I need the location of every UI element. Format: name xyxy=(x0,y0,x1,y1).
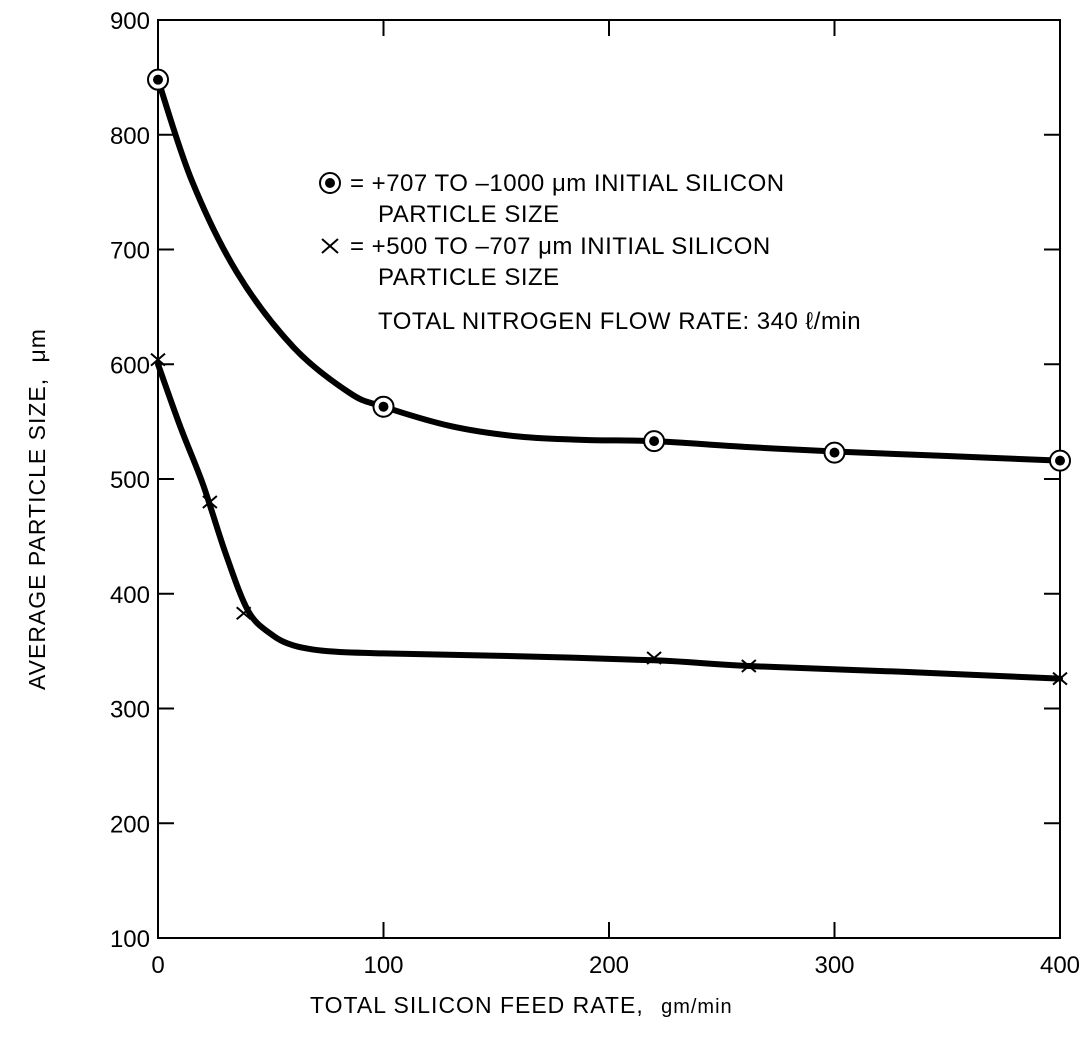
series-2-point xyxy=(236,606,252,621)
series-1-point xyxy=(643,430,666,453)
series-2-point xyxy=(1052,671,1068,686)
y-axis-title: AVERAGE PARTICLE SIZE, μm xyxy=(24,328,50,690)
x-tick-label: 200 xyxy=(589,952,629,979)
x-axis-title-text: TOTAL SILICON FEED RATE, xyxy=(310,992,644,1018)
y-tick-label: 300 xyxy=(110,697,150,724)
legend-series-2-line1: = +500 TO –707 μm INITIAL SILICON xyxy=(350,233,771,260)
y-tick-label: 700 xyxy=(110,238,150,265)
y-tick-label: 400 xyxy=(110,582,150,609)
series-2-point xyxy=(202,495,218,509)
x-tick-label: 0 xyxy=(151,952,164,979)
y-tick-label: 800 xyxy=(110,123,150,150)
series-2-point xyxy=(741,659,757,673)
y-tick-label: 100 xyxy=(110,926,150,953)
series-1-point xyxy=(823,441,846,464)
y-tick-label: 600 xyxy=(110,352,150,379)
series-2-point xyxy=(150,352,166,367)
series-2-point xyxy=(646,651,662,665)
y-tick-label: 500 xyxy=(110,467,150,494)
series-2-curve xyxy=(155,361,1063,682)
x-tick-label: 100 xyxy=(363,952,403,979)
series-1-point xyxy=(147,68,169,91)
markers-layer xyxy=(147,68,1071,686)
x-tick-label: 400 xyxy=(1040,952,1080,979)
y-tick-label: 900 xyxy=(110,8,150,35)
legend-series-1-line2: PARTICLE SIZE xyxy=(378,201,560,228)
legend-series-1-line1: = +707 TO –1000 μm INITIAL SILICON xyxy=(350,170,785,197)
series-1-point xyxy=(372,395,395,418)
series-1-point xyxy=(1049,449,1071,472)
x-tick-label: 300 xyxy=(814,952,854,979)
x-axis-title: TOTAL SILICON FEED RATE, gm/min xyxy=(310,992,733,1018)
y-tick-label: 200 xyxy=(110,811,150,838)
x-axis-title-unit: gm/min xyxy=(661,996,733,1018)
y-axis-title-text: AVERAGE PARTICLE SIZE, xyxy=(24,378,50,690)
legend-symbol-x xyxy=(321,238,339,254)
legend: = +707 TO –1000 μm INITIAL SILICON PARTI… xyxy=(319,170,861,335)
y-axis-title-unit: μm xyxy=(24,328,50,362)
legend-series-2-line2: PARTICLE SIZE xyxy=(378,264,560,291)
legend-symbol-circled-dot xyxy=(319,172,341,194)
plot-frame xyxy=(157,19,1061,939)
nitrogen-flow-annotation: TOTAL NITROGEN FLOW RATE: 340 ℓ/min xyxy=(378,308,861,335)
series-1-curve xyxy=(155,76,1063,464)
